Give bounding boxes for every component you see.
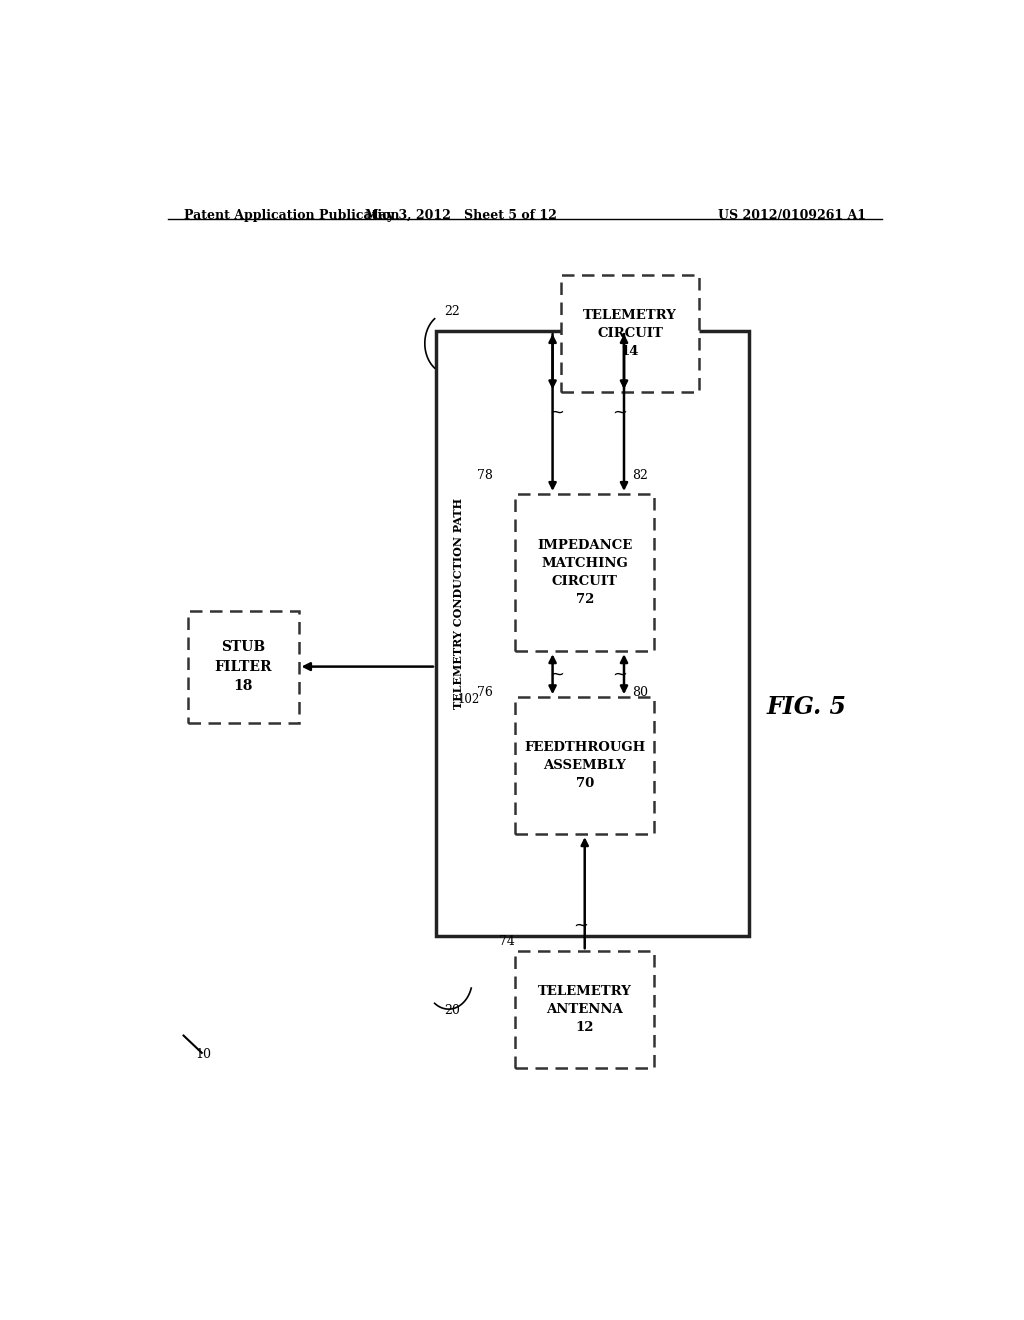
Text: May 3, 2012   Sheet 5 of 12: May 3, 2012 Sheet 5 of 12 [366, 210, 557, 222]
Text: 20: 20 [444, 1005, 461, 1016]
Text: ~: ~ [549, 665, 564, 684]
Bar [515, 494, 654, 651]
Text: TELEMETRY CONDUCTION PATH: TELEMETRY CONDUCTION PATH [453, 498, 464, 709]
Bar [515, 952, 654, 1068]
Text: ~: ~ [573, 917, 588, 935]
Text: TELEMETRY
CIRCUIT
14: TELEMETRY CIRCUIT 14 [583, 309, 677, 358]
Text: 102: 102 [458, 693, 479, 706]
Text: IMPEDANCE
MATCHING
CIRCUIT
72: IMPEDANCE MATCHING CIRCUIT 72 [538, 539, 633, 606]
Text: ~: ~ [612, 404, 628, 421]
Bar [560, 276, 699, 392]
Text: 76: 76 [477, 685, 494, 698]
Text: 10: 10 [196, 1048, 211, 1061]
Text: STUB
FILTER
18: STUB FILTER 18 [214, 640, 271, 693]
Text: US 2012/0109261 A1: US 2012/0109261 A1 [718, 210, 866, 222]
Text: ~: ~ [549, 404, 564, 421]
Text: FEEDTHROUGH
ASSEMBLY
70: FEEDTHROUGH ASSEMBLY 70 [524, 742, 645, 791]
Text: 22: 22 [444, 305, 461, 318]
Text: 80: 80 [632, 685, 648, 698]
Text: 82: 82 [632, 469, 648, 482]
Bar [515, 697, 654, 834]
Text: 78: 78 [477, 469, 494, 482]
Text: ~: ~ [612, 665, 628, 684]
Text: FIG. 5: FIG. 5 [767, 696, 847, 719]
Text: TELEMETRY
ANTENNA
12: TELEMETRY ANTENNA 12 [538, 985, 632, 1034]
Bar [436, 331, 750, 936]
Text: 74: 74 [500, 935, 515, 948]
Bar [187, 611, 299, 722]
Text: Patent Application Publication: Patent Application Publication [183, 210, 399, 222]
